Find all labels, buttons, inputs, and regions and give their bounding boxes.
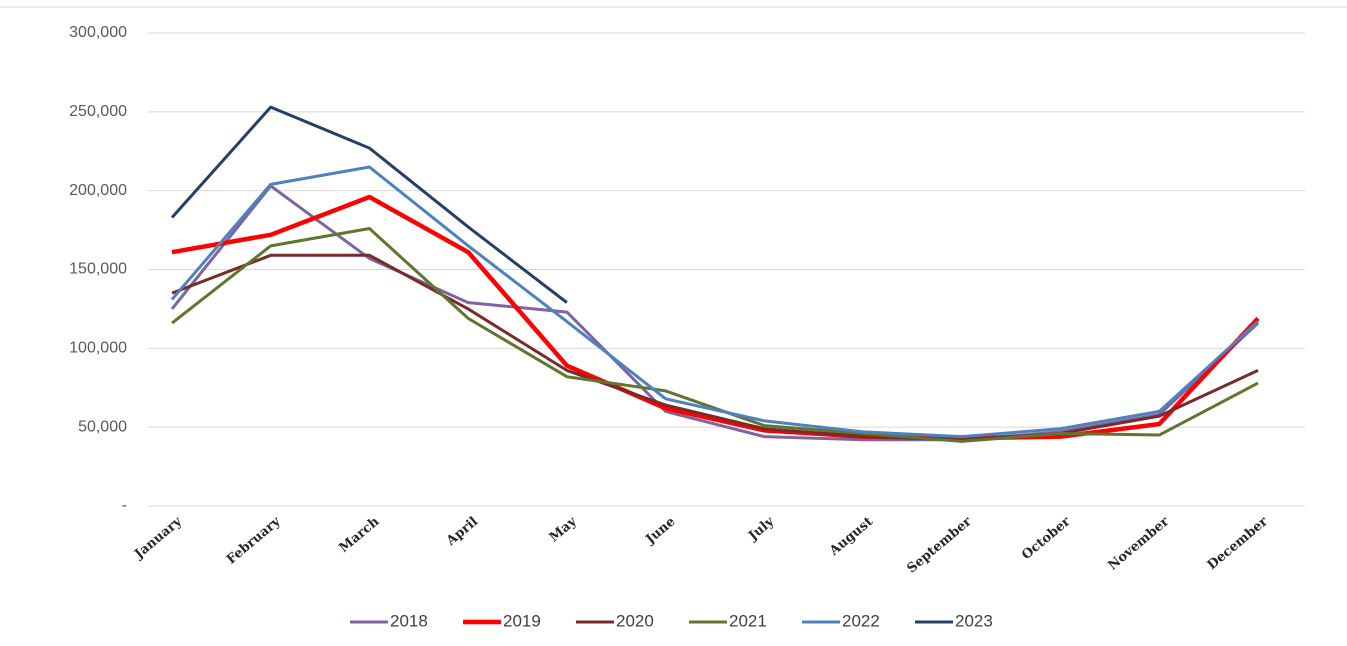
x-tick-label: June [643,514,679,548]
legend-label: 2018 [390,611,428,630]
y-tick-label: 50,000 [78,418,127,435]
x-tick-label: February [224,514,284,568]
x-tick-label: January [131,514,185,563]
y-tick-label: 300,000 [69,24,127,41]
x-tick-label: October [1019,514,1073,563]
x-tick-label: November [1106,514,1173,573]
legend-label: 2022 [842,611,880,630]
series-line [170,165,1260,439]
x-tick-label: May [547,514,580,545]
x-tick-label: December [1205,514,1271,573]
y-tick-label: 250,000 [69,103,127,120]
x-tick-label: April [443,514,481,549]
x-tick-label: September [904,514,974,576]
y-tick-label: - [122,497,127,514]
legend-label: 2021 [729,611,767,630]
y-tick-label: 100,000 [69,340,127,357]
x-tick-label: July [745,514,777,544]
legend-label: 2020 [616,611,654,630]
legend-label: 2023 [955,611,993,630]
series-line [170,105,568,304]
x-tick-label: August [826,514,876,559]
x-tick-label: March [337,514,383,556]
series-line [171,253,1259,442]
series-line [170,184,1260,442]
series-line [171,227,1259,443]
y-tick-label: 150,000 [69,261,127,278]
y-tick-label: 200,000 [69,182,127,199]
legend-label: 2019 [503,611,541,630]
